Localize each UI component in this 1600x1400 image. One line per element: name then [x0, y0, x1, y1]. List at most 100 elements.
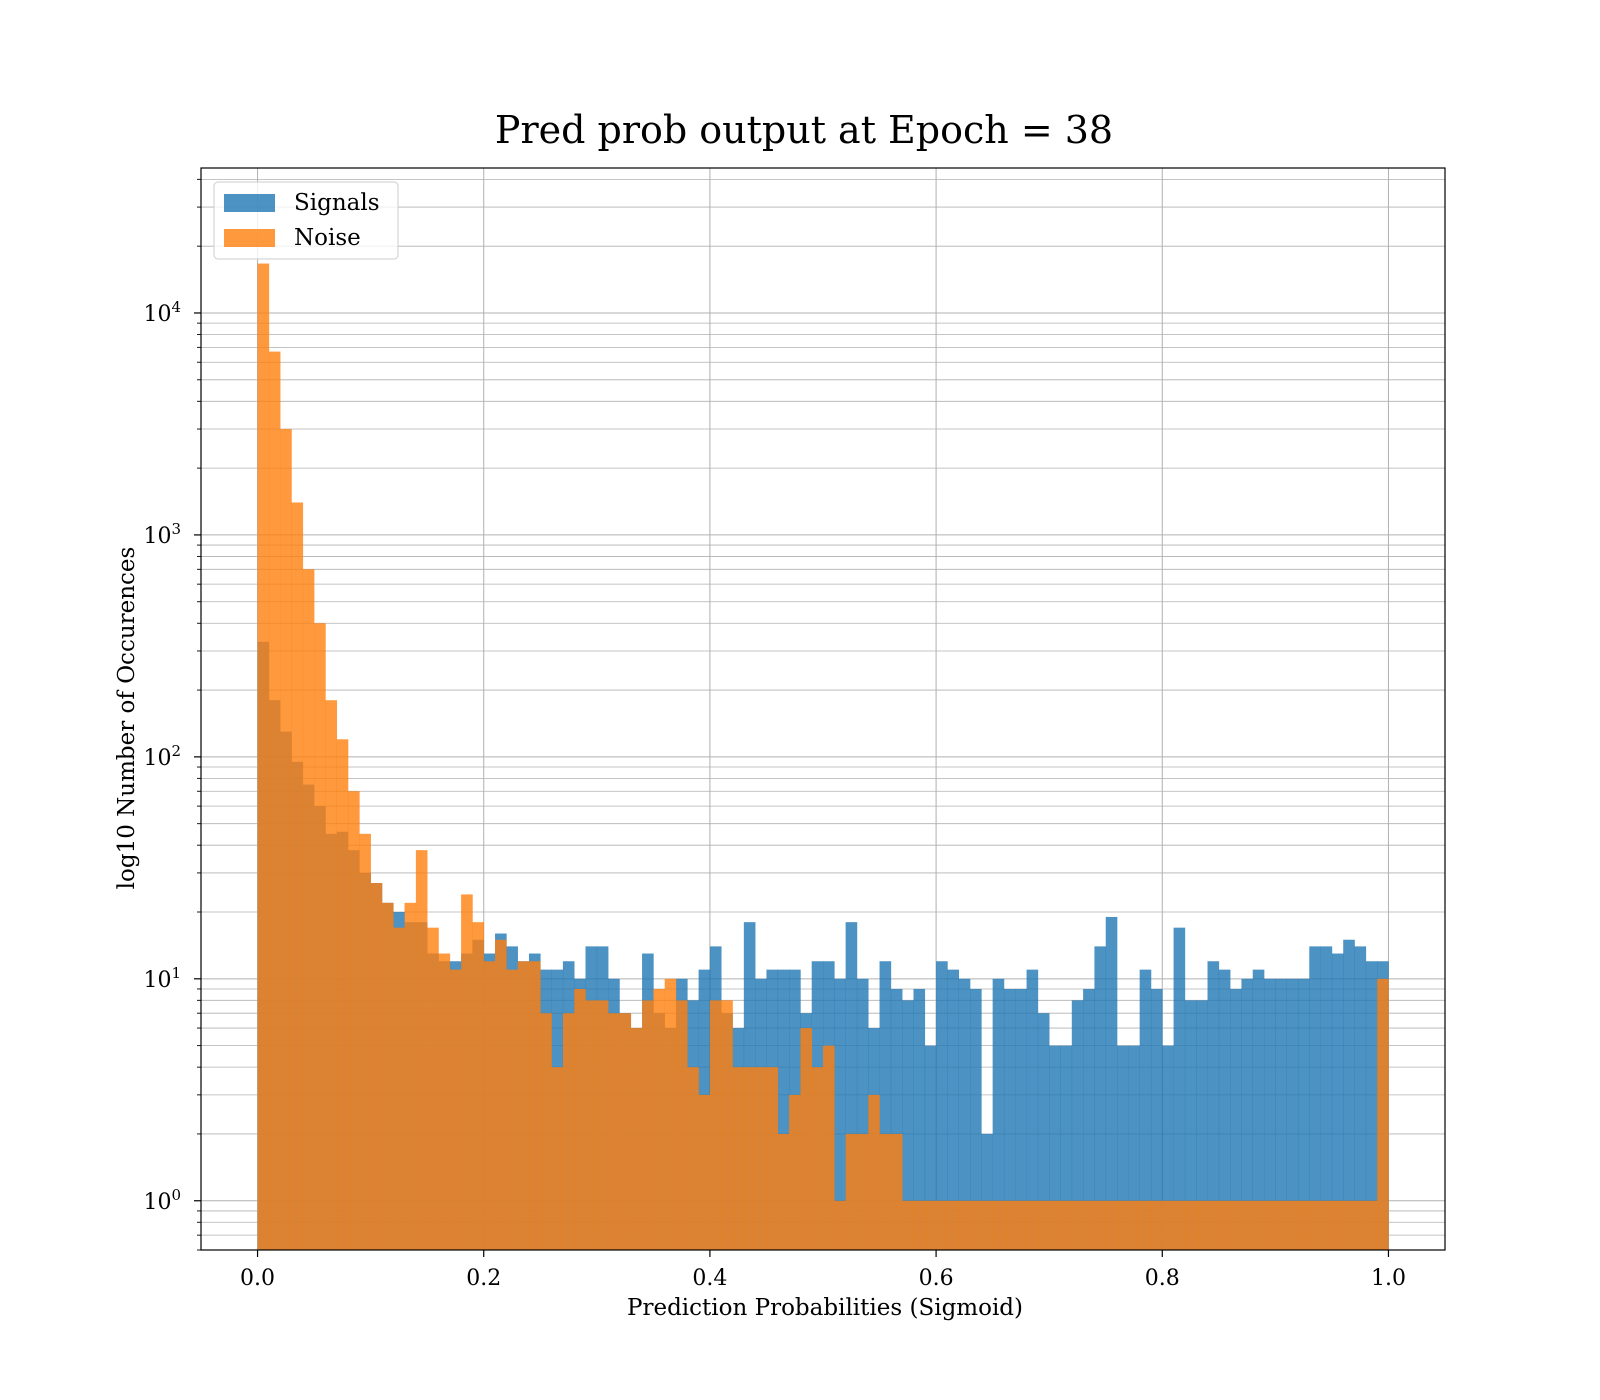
- noise-bar: [562, 1013, 575, 1250]
- x-tick-label: 0.6: [919, 1266, 954, 1291]
- signals-bar: [1117, 1045, 1129, 1250]
- signals-bar: [1365, 961, 1378, 1250]
- noise-bar: [517, 961, 530, 1250]
- noise-bar: [777, 1133, 790, 1250]
- noise-bar: [449, 969, 462, 1250]
- noise-bar: [257, 263, 270, 1250]
- noise-bar: [1094, 1200, 1107, 1250]
- noise-bar: [427, 927, 439, 1250]
- noise-bar: [1128, 1200, 1140, 1250]
- noise-bar: [1173, 1200, 1186, 1250]
- signals-bar: [1264, 978, 1276, 1250]
- legend: Signals Noise: [213, 181, 399, 260]
- signals-bar: [879, 961, 892, 1250]
- y-axis-label: log10 Number of Occurences: [114, 547, 140, 890]
- signals-bar: [1230, 988, 1242, 1250]
- legend-swatch-signals: [224, 194, 275, 212]
- noise-bar: [1071, 1200, 1084, 1250]
- signals-bar: [1139, 969, 1152, 1250]
- noise-bar: [1162, 1200, 1174, 1250]
- signals-bar: [1331, 953, 1344, 1250]
- signals-bar: [1297, 978, 1310, 1250]
- noise-bar: [766, 1067, 779, 1250]
- signals-bar: [1241, 978, 1254, 1250]
- x-axis-label: Prediction Probabilities (Sigmoid): [627, 1295, 1023, 1321]
- signals-bar: [958, 978, 971, 1250]
- noise-bar: [302, 569, 315, 1250]
- noise-bar: [608, 1013, 620, 1250]
- noise-bar: [1297, 1200, 1310, 1250]
- noise-bar: [348, 791, 360, 1250]
- noise-bar: [789, 1094, 801, 1250]
- signals-bar: [970, 988, 982, 1250]
- x-tick-label: 1.0: [1371, 1266, 1406, 1291]
- x-tick-label: 0.0: [240, 1266, 275, 1291]
- noise-bar: [370, 883, 383, 1250]
- signals-bar: [1128, 1045, 1140, 1250]
- noise-bar: [698, 1094, 711, 1250]
- noise-bar: [506, 969, 518, 1250]
- noise-bar: [630, 1028, 643, 1250]
- noise-bar: [1207, 1200, 1220, 1250]
- noise-bar: [1275, 1200, 1287, 1250]
- signals-bar: [1173, 927, 1186, 1250]
- signals-bar: [1320, 946, 1333, 1250]
- noise-bar: [1003, 1200, 1016, 1250]
- noise-bar: [528, 961, 541, 1250]
- signals-bar: [1207, 961, 1220, 1250]
- noise-bar: [314, 623, 326, 1250]
- noise-bar: [755, 1067, 767, 1250]
- noise-bar: [1343, 1200, 1355, 1250]
- signals-bar: [834, 978, 846, 1250]
- y-tick-label: 103: [143, 520, 181, 549]
- noise-bar: [596, 1000, 609, 1250]
- signals-bar: [1003, 988, 1016, 1250]
- noise-bar: [461, 894, 473, 1250]
- noise-bar: [291, 502, 304, 1250]
- noise-bar: [495, 939, 507, 1250]
- signals-bar: [1037, 1013, 1050, 1250]
- noise-bar: [1049, 1200, 1061, 1250]
- noise-bar: [947, 1200, 960, 1250]
- noise-bar: [1320, 1200, 1333, 1250]
- noise-bar: [902, 1200, 914, 1250]
- noise-bar: [1264, 1200, 1276, 1250]
- noise-bar: [1150, 1200, 1163, 1250]
- noise-bar: [280, 429, 292, 1250]
- signals-bar: [1184, 1000, 1197, 1250]
- signals-bar: [1286, 978, 1299, 1250]
- legend-label-noise: Noise: [294, 225, 361, 251]
- noise-bar: [551, 1067, 564, 1250]
- legend-label-signals: Signals: [294, 190, 380, 216]
- noise-bar: [845, 1133, 858, 1250]
- noise-bar: [1218, 1200, 1231, 1250]
- signals-bar: [1275, 978, 1287, 1250]
- y-tick-label: 101: [143, 964, 181, 993]
- chart-title: Pred prob output at Epoch = 38: [495, 108, 1113, 152]
- signals-bar: [1105, 916, 1118, 1250]
- noise-bar: [675, 1000, 688, 1250]
- noise-bar: [540, 1013, 552, 1250]
- noise-bar: [732, 1067, 745, 1250]
- signals-bar: [913, 988, 926, 1250]
- x-tick-label: 0.2: [466, 1266, 501, 1291]
- noise-bar: [325, 700, 338, 1250]
- signals-bar: [856, 978, 869, 1250]
- noise-bar: [1196, 1200, 1208, 1250]
- noise-bar: [1083, 1200, 1095, 1250]
- signals-bar: [1343, 939, 1355, 1250]
- noise-bar: [393, 927, 405, 1250]
- noise-bar: [936, 1200, 948, 1250]
- noise-bar: [483, 961, 496, 1250]
- noise-bar: [1365, 1200, 1378, 1250]
- noise-bar: [1026, 1200, 1039, 1250]
- noise-bar: [1105, 1200, 1118, 1250]
- noise-bar: [415, 850, 428, 1250]
- signals-bar: [1026, 969, 1039, 1250]
- noise-bar: [970, 1200, 982, 1250]
- noise-bar: [1037, 1200, 1050, 1250]
- noise-bar: [913, 1200, 926, 1250]
- noise-bar: [868, 1094, 880, 1250]
- noise-bar: [1241, 1200, 1254, 1250]
